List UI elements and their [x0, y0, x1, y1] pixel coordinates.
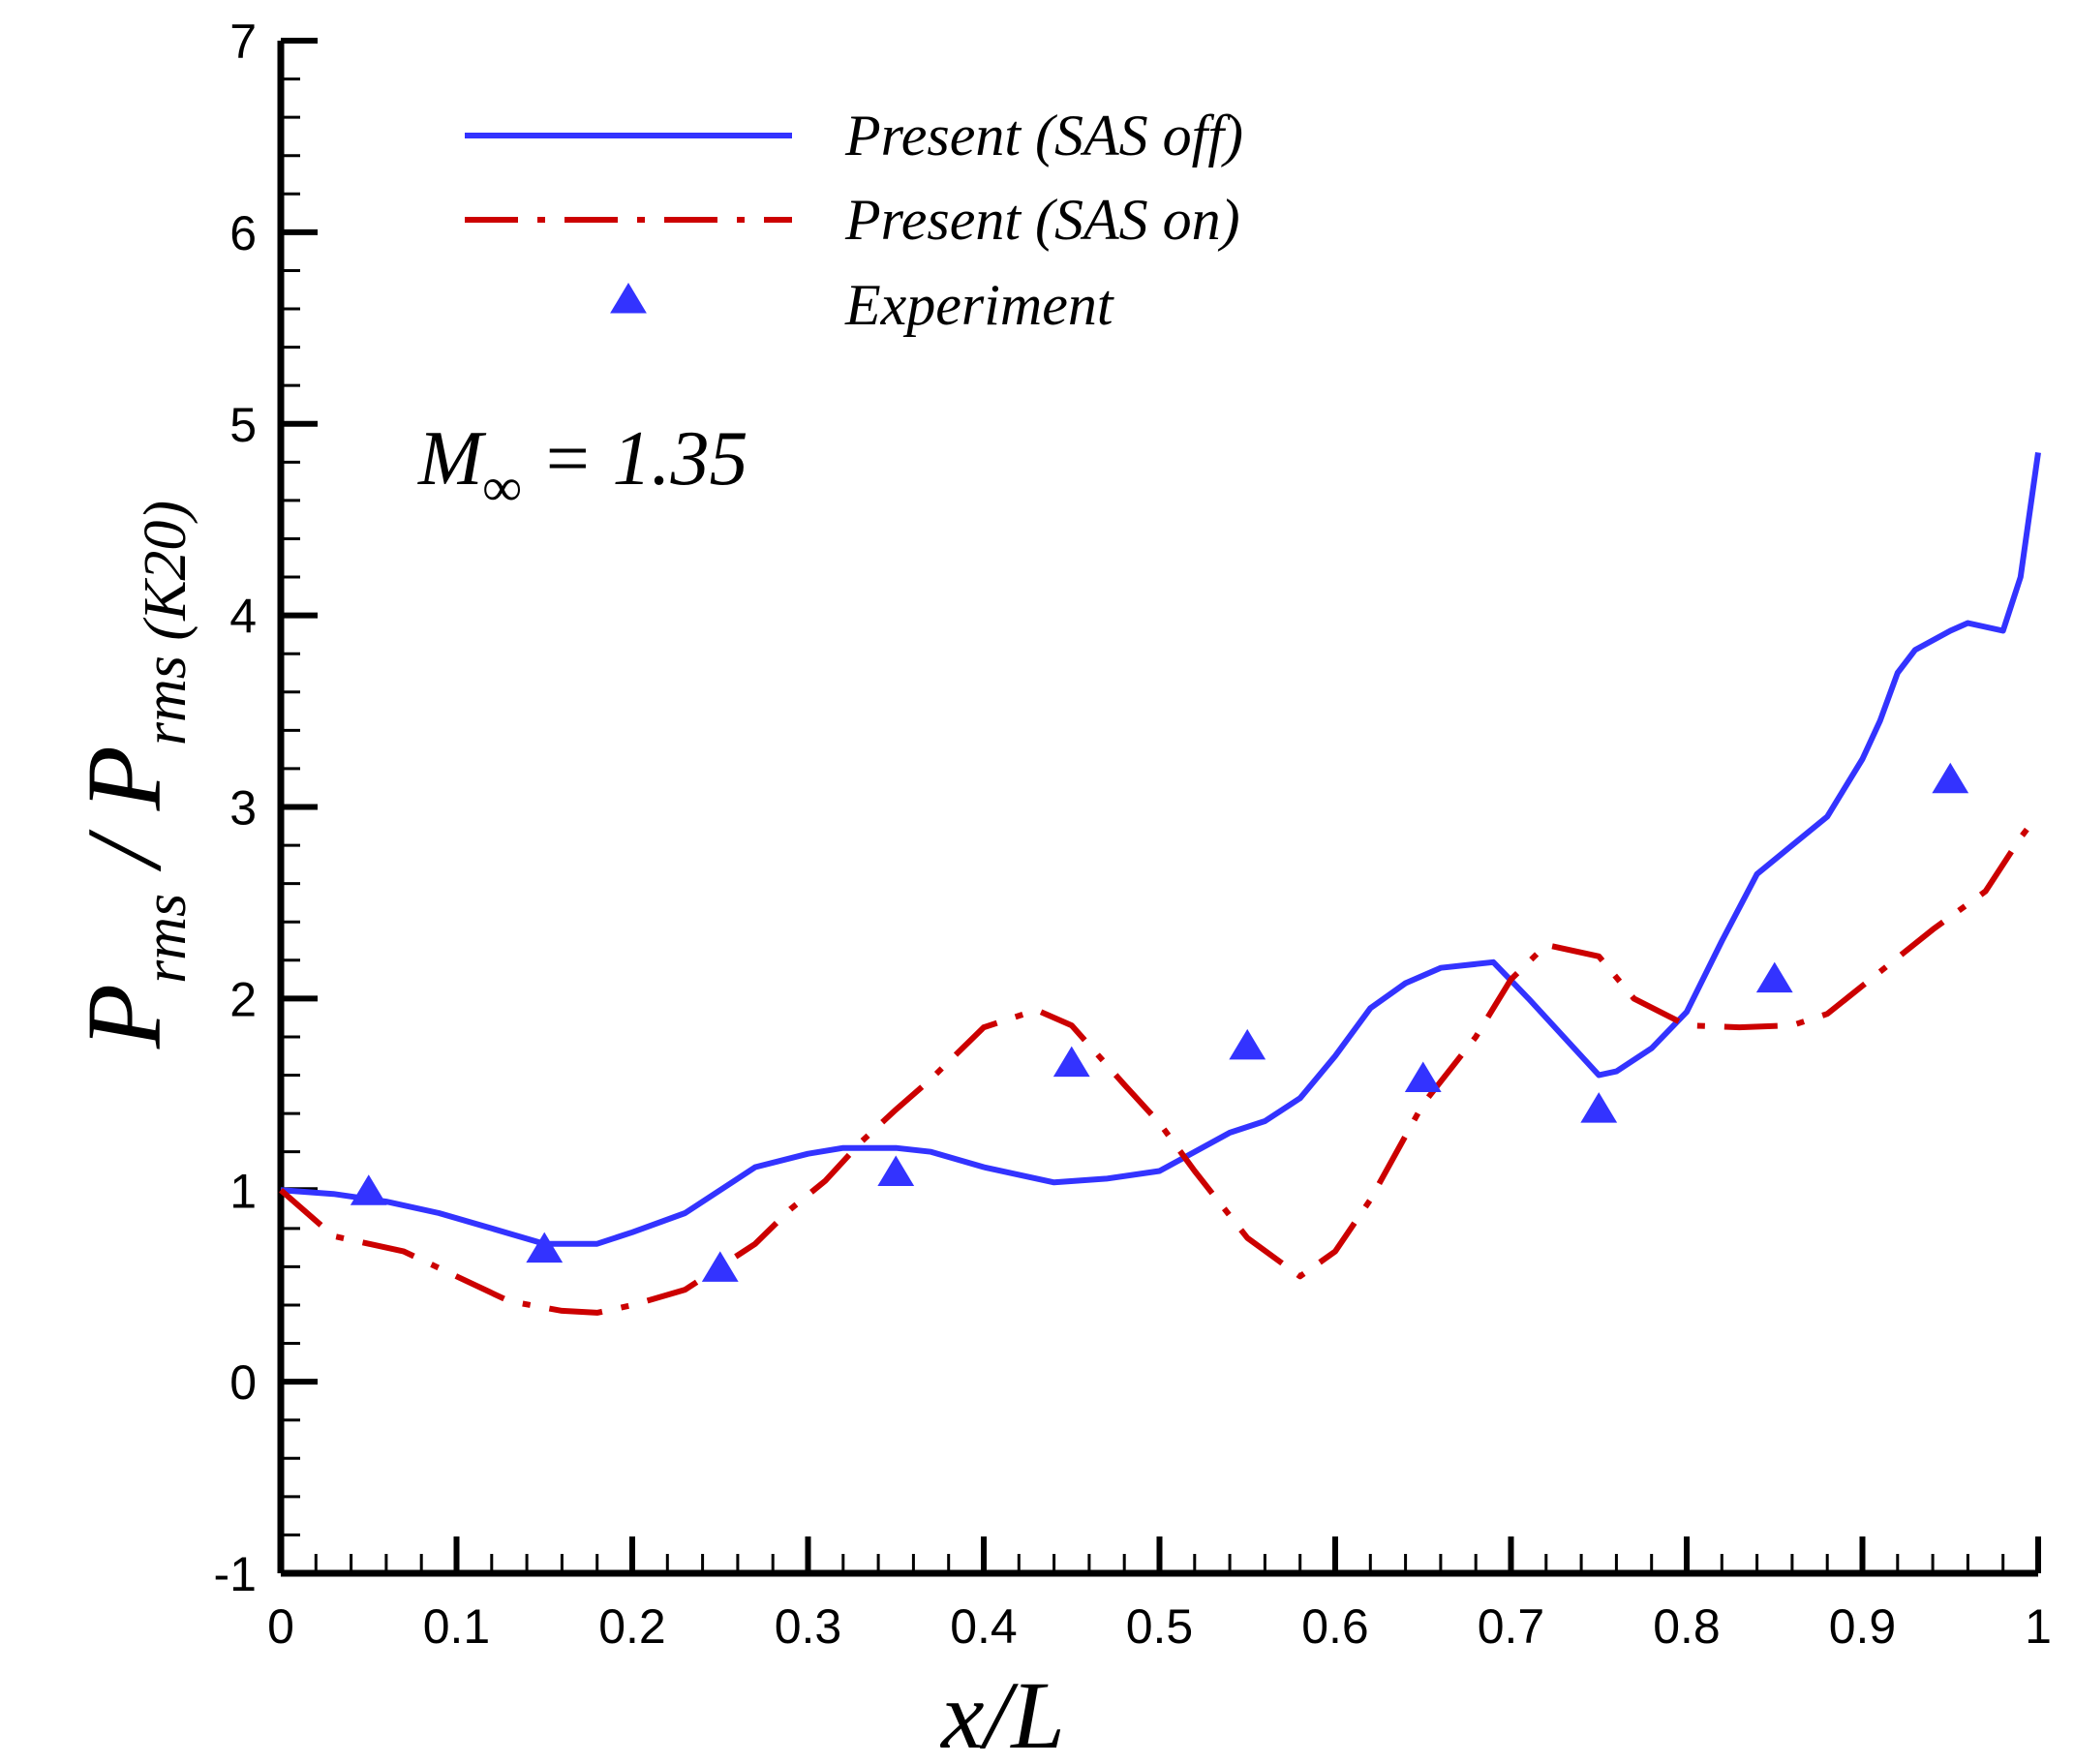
y-label-numerator-sub: rms: [133, 894, 198, 984]
x-tick-label: 0.8: [1653, 1599, 1721, 1654]
data-point-experiment: [1580, 1092, 1618, 1123]
x-tick-label: 1: [2025, 1599, 2052, 1654]
data-point-experiment: [1932, 762, 1969, 794]
y-tick-label: 0: [229, 1355, 257, 1410]
mach-value: = 1.35: [522, 416, 748, 502]
data-point-experiment: [350, 1174, 387, 1205]
x-tick-label: 0.6: [1301, 1599, 1369, 1654]
legend-label-present-sas-off: Present (SAS off): [844, 104, 1243, 167]
y-tick-label: 4: [229, 590, 257, 644]
legend-label-present-sas-on: Present (SAS on): [844, 188, 1240, 252]
data-point-experiment: [1404, 1061, 1442, 1092]
y-tick-label: 3: [229, 781, 257, 836]
y-tick-label: -1: [214, 1547, 257, 1601]
y-tick-label: 7: [229, 15, 257, 69]
x-tick-label: 0.3: [775, 1599, 842, 1654]
x-axis-label: x/L: [939, 1661, 1065, 1764]
data-point-experiment: [701, 1251, 739, 1282]
svg-text:Prms / Prms (K20): Prms / Prms (K20): [65, 501, 198, 1049]
x-tick-label: 0: [267, 1599, 294, 1654]
y-label-numerator: P: [65, 984, 183, 1049]
data-point-experiment: [877, 1155, 915, 1186]
mach-symbol: M: [417, 416, 487, 502]
mach-annotation: M∞ = 1.35: [417, 416, 748, 518]
y-axis-label: Prms / Prms (K20): [65, 501, 198, 1049]
y-tick-label: 5: [229, 398, 257, 452]
x-tick-label: 0.2: [598, 1599, 666, 1654]
x-tick-label: 0.1: [423, 1599, 491, 1654]
data-point-experiment: [1229, 1028, 1266, 1060]
y-tick-label: 2: [229, 972, 257, 1026]
legend-swatch-experiment: [610, 283, 647, 314]
data-point-experiment: [1755, 961, 1793, 993]
legend: Present (SAS off) Present (SAS on) Experim…: [465, 104, 1243, 337]
data-point-experiment: [526, 1232, 564, 1263]
x-tick-label: 0.7: [1478, 1599, 1545, 1654]
plot-area: [279, 451, 2041, 1316]
x-tick-label: 0.9: [1829, 1599, 1897, 1654]
y-label-denominator: P: [65, 745, 183, 811]
series-line-present-sas-off: [280, 451, 2041, 1247]
y-tick-label: 6: [229, 206, 257, 260]
mach-subscript: ∞: [483, 458, 522, 518]
x-tick-label: 0.4: [950, 1599, 1018, 1654]
y-label-separator: /: [65, 810, 183, 894]
svg-text:M∞ = 1.35: M∞ = 1.35: [417, 416, 748, 518]
series-line-present-sas-on: [279, 812, 2041, 1316]
data-point-experiment: [1052, 1046, 1090, 1078]
y-label-denominator-sub: rms (K20): [133, 501, 198, 745]
x-tick-label: 0.5: [1126, 1599, 1194, 1654]
y-tick-label: 1: [229, 1164, 257, 1218]
legend-label-experiment: Experiment: [844, 273, 1114, 337]
